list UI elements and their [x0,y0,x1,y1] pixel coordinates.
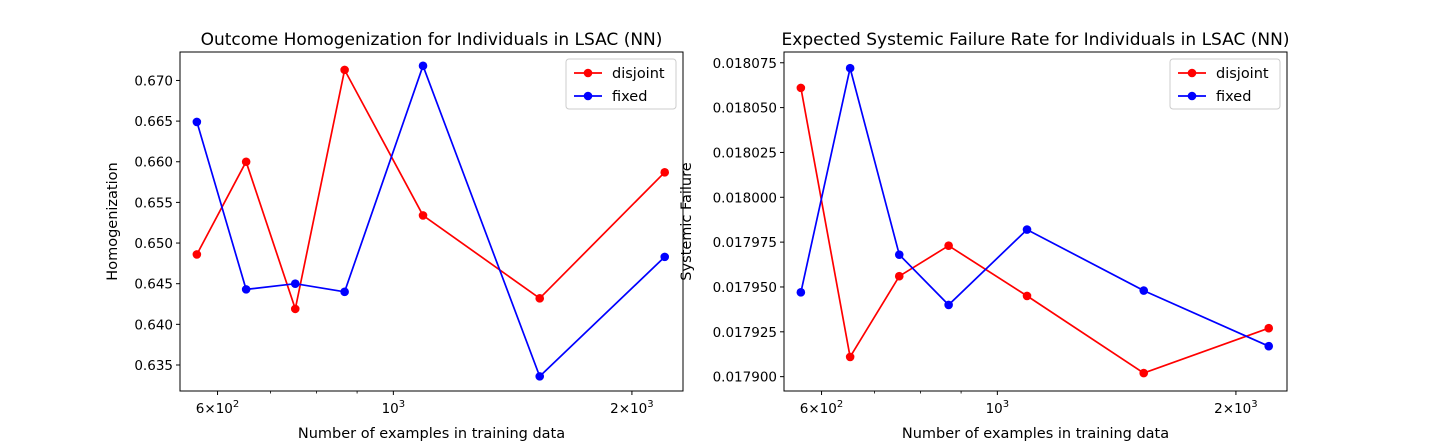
data-point-fixed [894,250,904,259]
y-tick-label: 0.017900 [713,370,777,386]
x-tick-base: 10 [986,401,1003,417]
data-point-disjoint [796,83,806,93]
right-chart-panel: Expected Systemic Failure Rate for Indiv… [679,30,1289,441]
data-point-disjoint [1139,368,1149,378]
y-tick-label: 0.645 [134,277,173,293]
data-point-fixed [1022,225,1032,234]
x-tick-base: 6×10 [196,401,233,417]
x-tick-label: 2×103 [1214,399,1257,417]
x-axis-label: Number of examples in training data [902,426,1169,441]
legend-marker-fixed [583,91,593,101]
y-tick-label: 0.018000 [713,190,777,206]
plot-frame [179,51,684,392]
x-tick-label: 2×103 [610,399,653,417]
left-chart-panel: Outcome Homogenization for Individuals i… [105,30,684,441]
data-point-fixed [535,372,545,381]
data-point-disjoint [340,65,349,75]
y-axis-label: Homogenization [105,162,121,280]
data-point-fixed [660,252,670,262]
legend-label: fixed [1216,89,1251,105]
y-tick-label: 0.670 [134,73,173,89]
y-tick-label: 0.018050 [713,101,777,117]
legend-marker-disjoint [1187,68,1197,78]
x-tick-label: 6×102 [196,399,239,417]
chart-title: Outcome Homogenization for Individuals i… [201,30,663,50]
data-point-disjoint [241,157,251,167]
chart-title: Expected Systemic Failure Rate for Indiv… [782,30,1290,50]
data-point-fixed [845,63,855,73]
data-point-fixed [241,285,251,294]
x-tick-exponent: 3 [399,399,405,410]
data-point-disjoint [290,304,300,314]
x-tick-label: 103 [382,399,406,417]
series-line-disjoint [800,87,1269,375]
data-point-fixed [418,61,428,71]
data-point-disjoint [660,168,670,177]
legend-label: fixed [612,89,647,105]
data-point-disjoint [944,241,953,251]
data-point-disjoint [418,211,428,220]
data-point-disjoint [192,250,202,259]
data-point-fixed [796,288,806,297]
x-tick-exponent: 2 [837,399,843,410]
x-axis-label: Number of examples in training data [298,426,565,441]
legend-label: disjoint [1216,66,1269,82]
y-tick-label: 0.017950 [713,280,777,296]
x-tick-exponent: 3 [1003,399,1009,410]
legend-marker-disjoint [583,68,593,78]
x-tick-base: 6×10 [800,401,837,417]
legend-label: disjoint [612,66,665,82]
data-point-fixed [340,287,349,297]
data-point-fixed [290,279,300,288]
x-tick-exponent: 2 [233,399,239,410]
y-tick-label: 0.017975 [713,235,777,251]
x-tick-exponent: 3 [647,399,653,410]
data-point-fixed [1264,341,1274,351]
data-point-fixed [192,117,202,127]
plot-frame [783,51,1288,392]
x-tick-base: 2×10 [610,401,647,417]
data-point-disjoint [1264,323,1274,333]
y-axis-label: Systemic Failure [679,162,695,280]
data-point-fixed [1139,286,1149,295]
y-tick-label: 0.018025 [713,145,777,161]
data-point-disjoint [535,294,545,303]
x-tick-label: 6×102 [800,399,843,417]
data-point-fixed [944,300,953,310]
y-tick-label: 0.655 [134,195,173,211]
x-tick-base: 10 [382,401,399,417]
data-point-disjoint [1022,291,1032,301]
series-line-fixed [800,67,1270,347]
x-tick-base: 2×10 [1214,401,1251,417]
y-tick-label: 0.665 [134,114,173,130]
data-point-disjoint [894,271,904,281]
y-tick-label: 0.640 [134,317,173,333]
x-tick-label: 103 [986,399,1010,417]
y-tick-label: 0.017925 [713,325,777,341]
y-tick-label: 0.650 [134,236,173,252]
legend-marker-fixed [1187,91,1197,101]
y-tick-label: 0.635 [134,358,173,374]
data-point-disjoint [845,352,855,362]
y-tick-label: 0.660 [134,155,173,171]
y-tick-label: 0.018075 [713,56,777,72]
x-tick-exponent: 3 [1251,399,1257,410]
